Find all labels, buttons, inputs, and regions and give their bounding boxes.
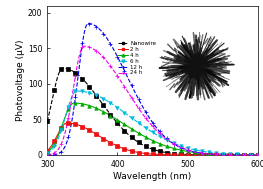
Legend: Nanowire, 2 h, 4 h, 6 h, 12 h, 24 h: Nanowire, 2 h, 4 h, 6 h, 12 h, 24 h [118,41,156,75]
X-axis label: Wavelength (nm): Wavelength (nm) [113,172,192,181]
Y-axis label: Photovoltage (μV): Photovoltage (μV) [16,40,25,121]
